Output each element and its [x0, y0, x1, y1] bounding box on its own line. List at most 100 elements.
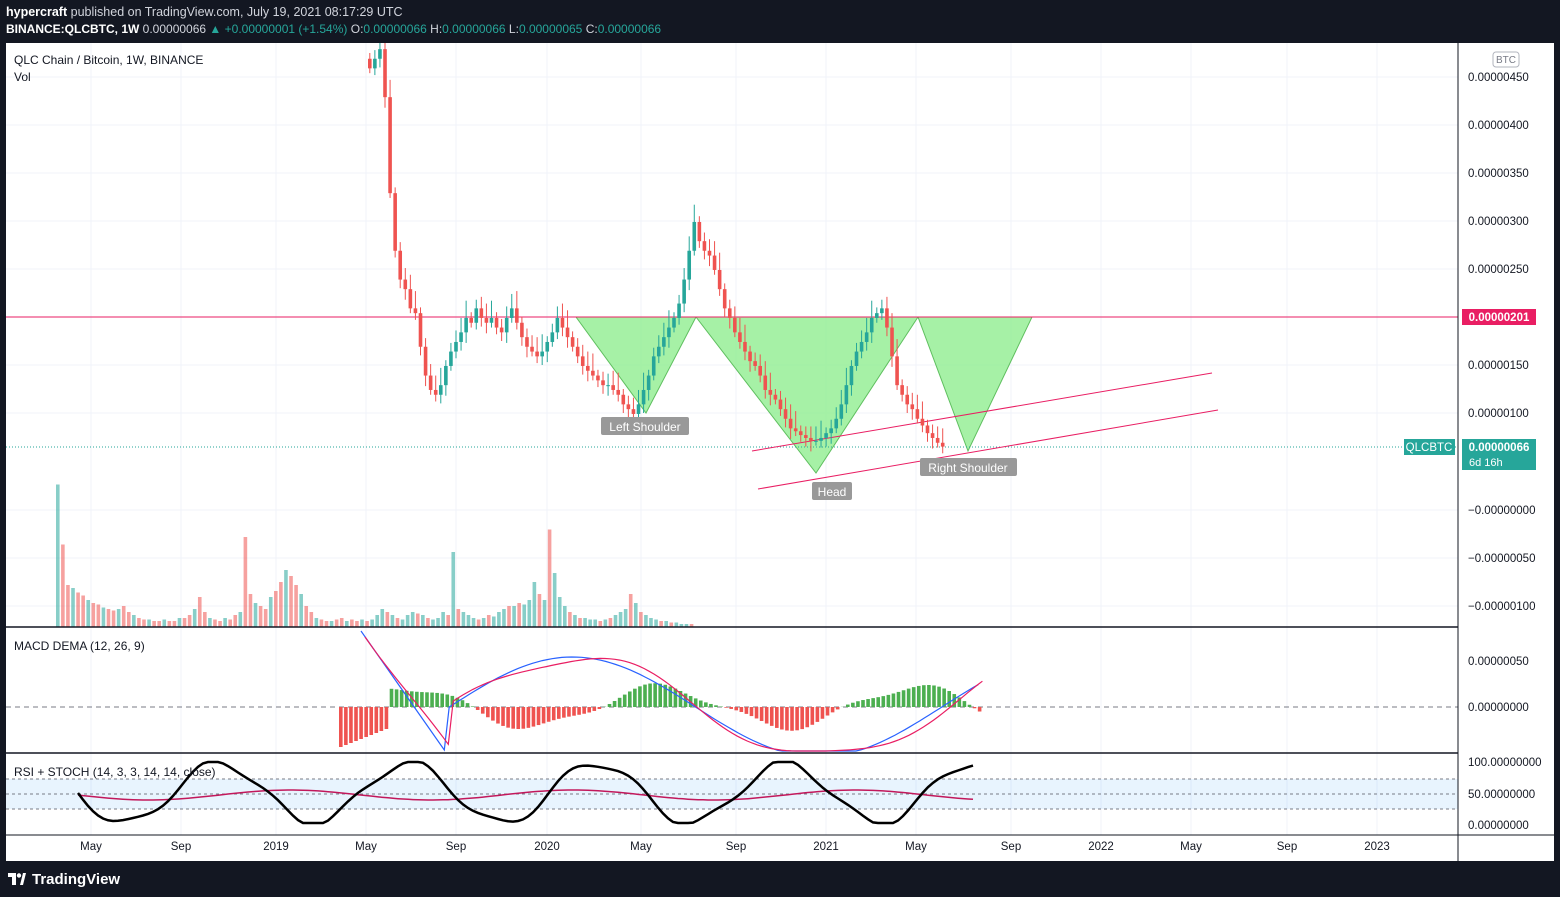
symbol-tag-text: QLCBTC [1406, 442, 1453, 454]
volume-bar [436, 618, 440, 627]
candle-body [727, 308, 732, 318]
candle-body [454, 341, 458, 352]
macd-histogram-bar [891, 693, 896, 707]
candle-body [555, 317, 560, 333]
candle-body [839, 404, 844, 419]
macd-histogram-bar [967, 704, 972, 707]
rsi-legend[interactable]: RSI + STOCH (14, 3, 3, 14, 14, close) [14, 765, 216, 779]
macd-histogram-bar [577, 707, 581, 715]
macd-histogram-bar [856, 701, 860, 707]
right-shoulder-triangle[interactable] [917, 316, 1033, 453]
macd-histogram-bar [643, 684, 647, 707]
volume-bar [674, 622, 679, 627]
price-change: ▲ +0.00000001 (+1.54%) [209, 22, 348, 36]
volume-bar [350, 619, 354, 627]
macd-histogram-bar [916, 685, 921, 707]
macd-histogram-bar [587, 707, 592, 713]
vol-legend[interactable]: Vol [14, 70, 31, 84]
volume-bar [167, 621, 172, 627]
price-tick-label: 0.00000100 [1468, 408, 1529, 420]
candle-body [606, 385, 610, 387]
macd-histogram-bar [486, 707, 490, 718]
volume-bar [431, 619, 435, 627]
symbol-price-tag: QLCBTC 0.00000066 6d 16h [1404, 439, 1536, 470]
macd-histogram-bar [739, 707, 744, 712]
candle-body [707, 250, 712, 256]
macd-histogram-bar [754, 707, 759, 719]
volume-bar [137, 618, 141, 627]
time-tick-label: May [905, 841, 927, 853]
macd-histogram-bar [501, 707, 505, 726]
macd-histogram-bar [851, 702, 855, 707]
volume-bar [147, 619, 151, 627]
candle-body [378, 49, 382, 59]
chart-svg[interactable]: Left Shoulder Head Right Shoulder 0.0000… [6, 43, 1554, 861]
macd-histogram-bar [673, 688, 678, 707]
macd-histogram-bar [491, 707, 495, 721]
candle-body [413, 308, 418, 314]
head-triangle[interactable] [694, 316, 919, 474]
open-label: O: [350, 22, 364, 36]
candle-body [864, 332, 869, 342]
macd-legend[interactable]: MACD DEMA (12, 26, 9) [14, 639, 145, 653]
macd-histogram-bar [714, 705, 718, 707]
candle-body [712, 255, 717, 270]
volume-bar [593, 619, 598, 627]
macd-histogram-bar [866, 699, 870, 707]
candle-body [403, 279, 408, 290]
macd-histogram-bar [901, 690, 906, 707]
candle-body [895, 356, 899, 386]
label-right-shoulder[interactable]: Right Shoulder [920, 458, 1017, 476]
lower-trendline[interactable] [757, 409, 1219, 490]
chart-title[interactable]: QLC Chain / Bitcoin, 1W, BINANCE [14, 53, 203, 67]
volume-bar [390, 615, 395, 627]
candle-body [925, 425, 930, 434]
time-tick-label: Sep [446, 841, 466, 853]
tradingview-logo[interactable]: TradingView [8, 871, 120, 888]
volume-bar [547, 529, 552, 627]
macd-histogram-bar [607, 703, 612, 707]
upper-trendline[interactable] [751, 372, 1213, 452]
chart-area[interactable]: Left Shoulder Head Right Shoulder 0.0000… [6, 43, 1554, 861]
candle-body [793, 428, 798, 432]
candle-body [484, 317, 489, 323]
candle-body [905, 394, 910, 405]
macd-histogram-bar [465, 703, 470, 707]
macd-histogram-bar [389, 688, 394, 707]
volume-bar [522, 604, 527, 627]
macd-histogram-bar [516, 707, 521, 730]
macd-histogram-bar [942, 688, 946, 707]
price-tick-label: −0.00000100 [1468, 601, 1535, 613]
macd-histogram-bar [709, 703, 713, 707]
candle-body [687, 250, 692, 280]
candle-body [829, 428, 833, 434]
candle-body [677, 303, 681, 318]
macd-histogram-bar [399, 690, 404, 707]
candle-body [591, 370, 595, 376]
candle-body [464, 317, 468, 333]
macd-histogram-bar [638, 686, 642, 707]
volume-bar [253, 603, 258, 627]
macd-histogram-bar [531, 707, 536, 727]
macd-histogram-bar [911, 687, 916, 707]
publisher-name[interactable]: hypercraft [6, 5, 68, 19]
volume-bar [557, 597, 562, 627]
volume-bar [588, 619, 592, 627]
close-value: 0.00000066 [597, 22, 662, 36]
time-axis[interactable]: May Sep 2019 May Sep 2020 May Sep 2021 May Sep 2022… [80, 841, 1390, 853]
volume-bar [552, 573, 557, 627]
label-head[interactable]: Head [812, 482, 852, 500]
currency-badge-text: BTC [1496, 55, 1516, 66]
macd-histogram-bar [932, 685, 936, 707]
price-tick-label: 0.00000150 [1468, 360, 1529, 372]
candle-body [469, 317, 473, 323]
macd-histogram-bar [506, 707, 510, 728]
label-left-shoulder[interactable]: Left Shoulder [601, 417, 689, 435]
volume-bar [654, 619, 658, 627]
volume-bar [486, 615, 491, 627]
macd-histogram-bar [551, 707, 556, 721]
price-axis[interactable]: 0.00000450 0.00000400 0.00000350 0.00000300… [1468, 72, 1542, 832]
macd-histogram-bar [937, 686, 941, 707]
volume-bar [66, 585, 70, 627]
macd-histogram-bar [409, 691, 414, 707]
